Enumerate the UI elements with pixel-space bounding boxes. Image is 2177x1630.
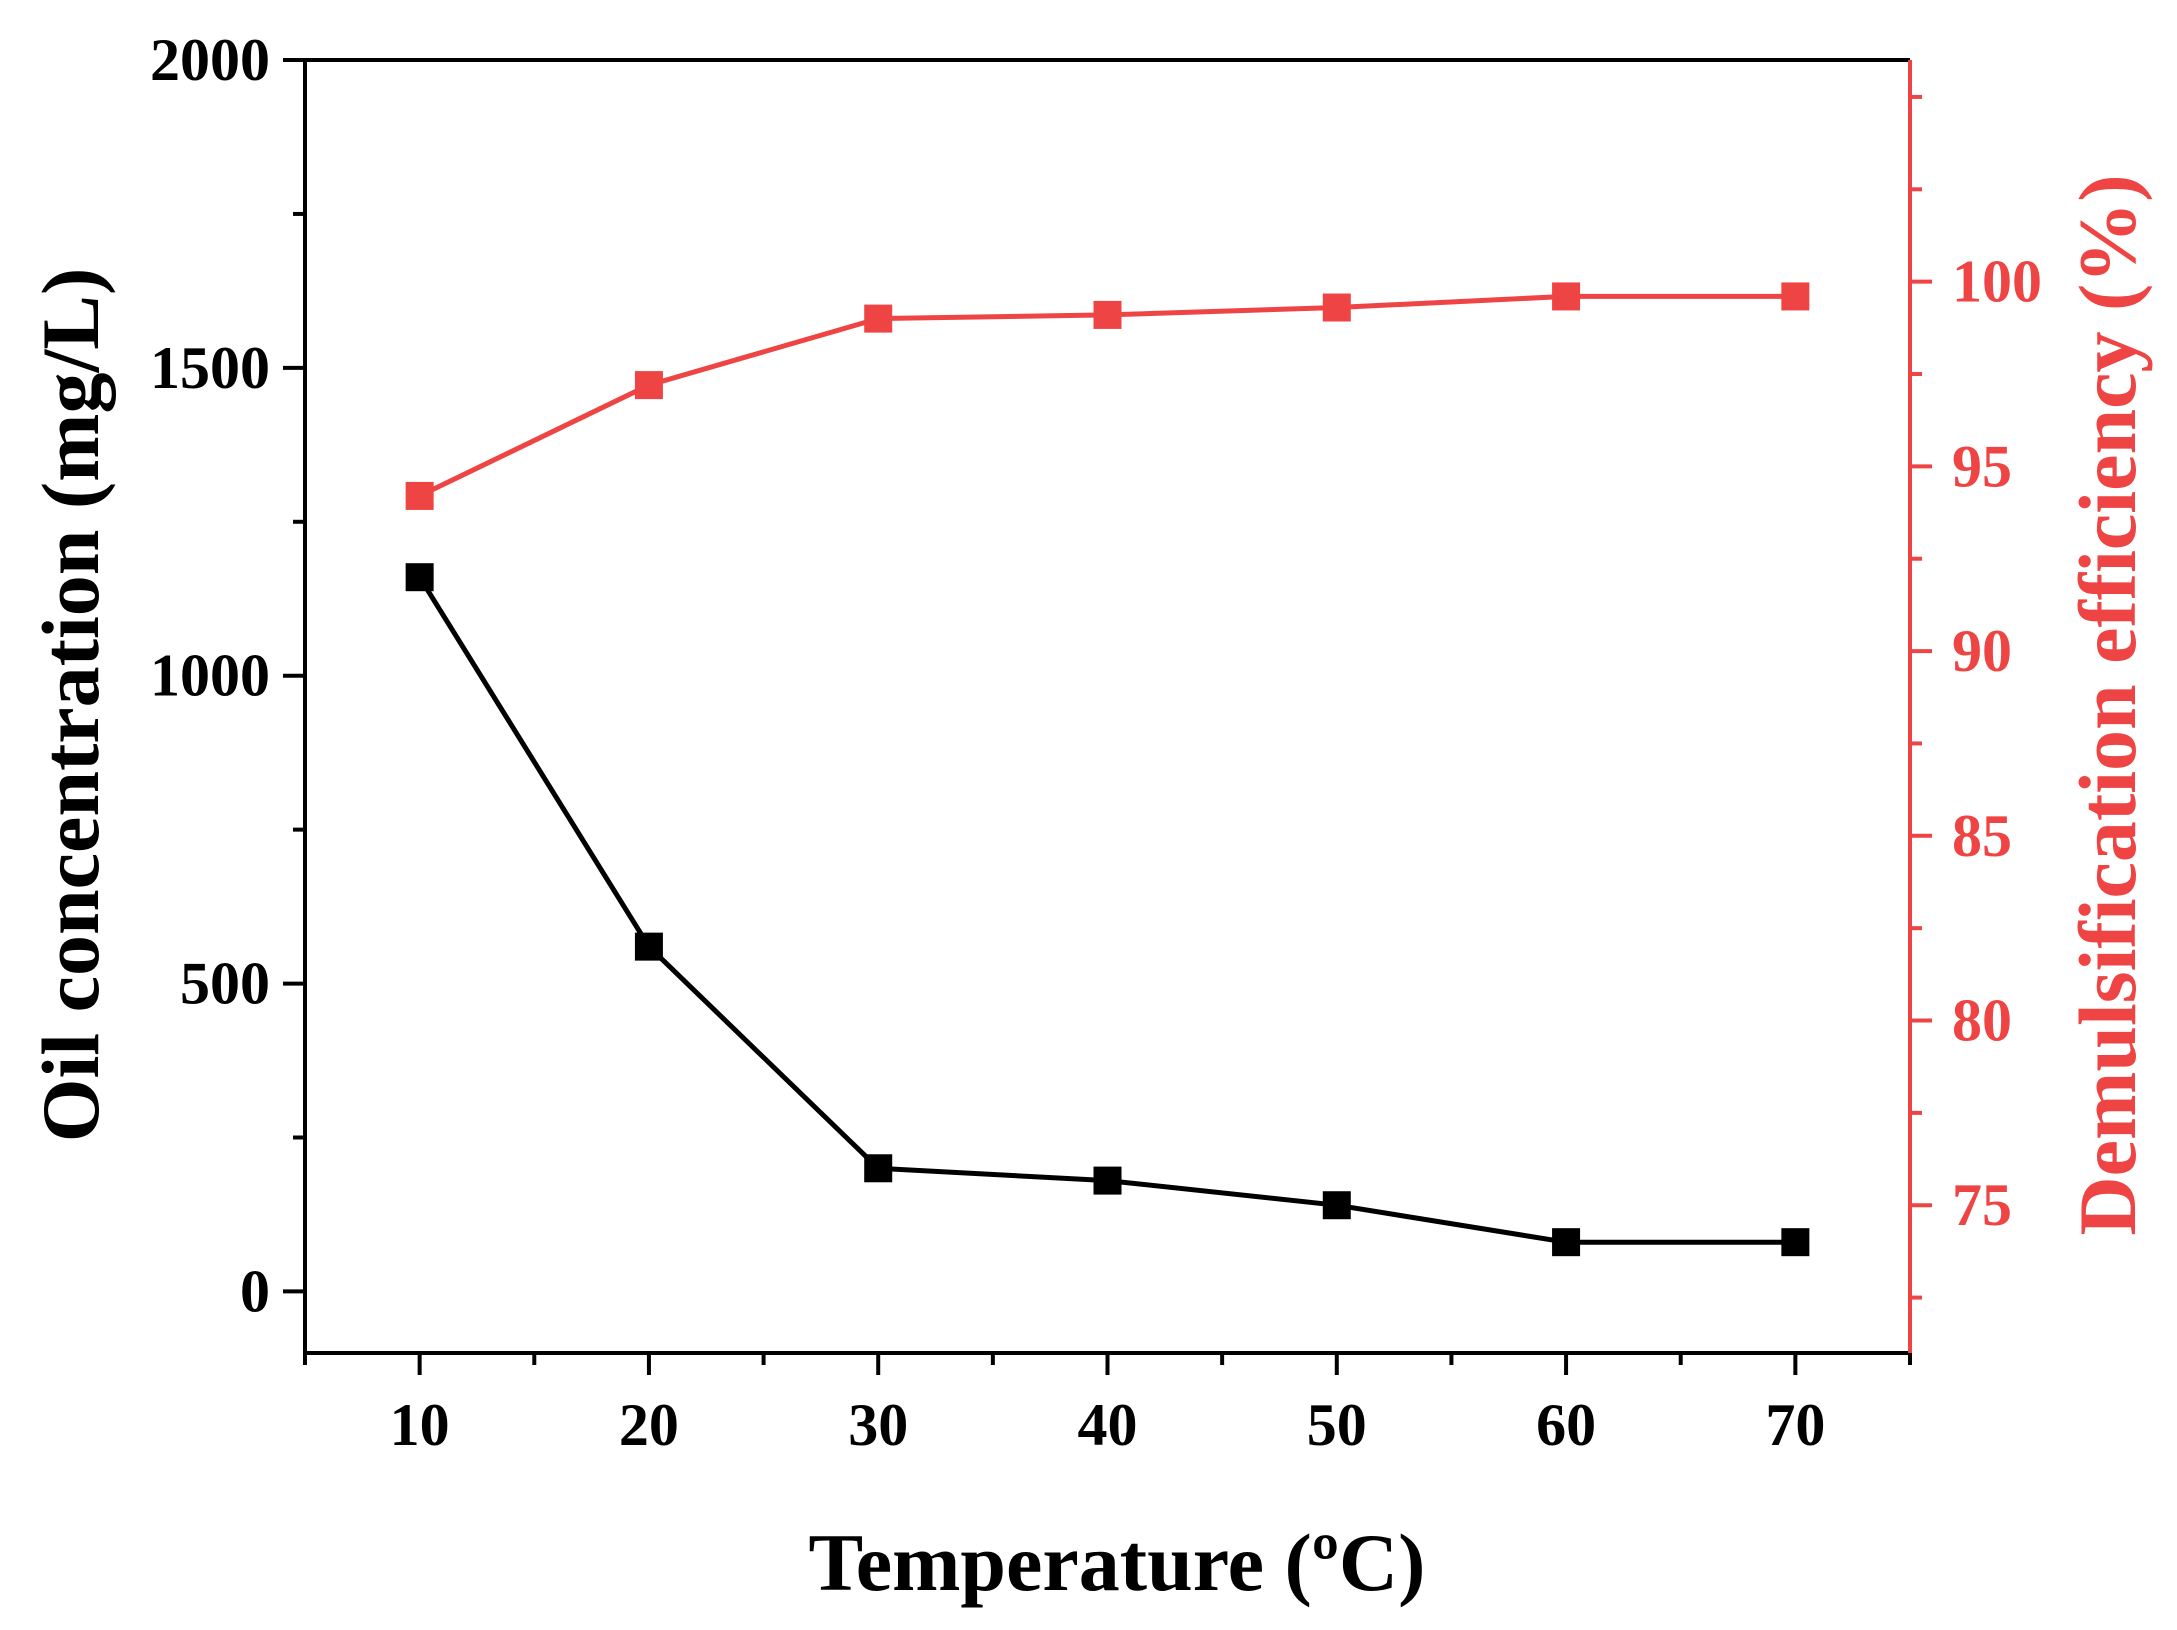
demulsification-efficiency-point-marker: [1322, 293, 1351, 322]
x-tick-label: 30: [848, 1392, 908, 1458]
right-y-tick-label: 80: [1952, 988, 2012, 1054]
x-tick-label: 40: [1078, 1392, 1138, 1458]
right-y-tick-label: 85: [1952, 803, 2012, 869]
oil-concentration-point-marker: [405, 563, 434, 592]
left-y-tick-label: 2000: [150, 27, 270, 93]
x-axis: 10 20 30 40 50 60 70: [303, 1353, 1912, 1458]
demulsification-efficiency-point-marker: [405, 481, 434, 510]
right-y-tick-label: 75: [1952, 1172, 2012, 1238]
left-y-tick-label: 0: [240, 1258, 270, 1324]
oil-concentration-point-marker: [1322, 1191, 1351, 1220]
left-y-axis: 0 500 1000 1500 2000: [150, 27, 305, 1324]
left-y-tick-label: 500: [180, 951, 270, 1017]
oil-concentration-point-marker: [864, 1154, 893, 1183]
demulsification-efficiency-point-marker: [1781, 282, 1810, 311]
left-y-axis-title: Oil concentration (mg/L): [25, 268, 116, 1143]
x-tick-label: 10: [390, 1392, 450, 1458]
left-y-tick-label: 1500: [150, 335, 270, 401]
demulsification-efficiency-point-marker: [864, 304, 893, 333]
demulsification-efficiency-point-marker: [1552, 282, 1581, 311]
demulsification-efficiency-point-marker: [1093, 300, 1122, 329]
right-y-tick-label: 100: [1952, 249, 2042, 315]
oil-concentration-point-marker: [634, 932, 663, 961]
plot-frame: [303, 58, 1912, 1355]
oil-concentration-point-marker: [1093, 1166, 1122, 1195]
right-y-tick-label: 90: [1952, 618, 2012, 684]
left-y-tick-label: 1000: [150, 643, 270, 709]
demulsification-efficiency-point-marker: [634, 371, 663, 400]
oil-concentration-series-line: [417, 575, 1796, 1245]
right-y-axis: 75 80 85 90 95 100: [1910, 94, 2042, 1300]
x-axis-title: Temperature (ºC): [809, 1517, 1426, 1608]
oil-concentration-point-marker: [1781, 1228, 1810, 1257]
x-tick-label: 70: [1765, 1392, 1825, 1458]
series-layer: [405, 282, 1810, 1257]
right-y-tick-label: 95: [1952, 433, 2012, 499]
right-y-axis-title: Demulsification efficiency (%): [2062, 174, 2153, 1235]
x-tick-label: 50: [1307, 1392, 1367, 1458]
oil-concentration-point-marker: [1552, 1228, 1581, 1257]
x-tick-label: 60: [1536, 1392, 1596, 1458]
x-tick-label: 20: [619, 1392, 679, 1458]
